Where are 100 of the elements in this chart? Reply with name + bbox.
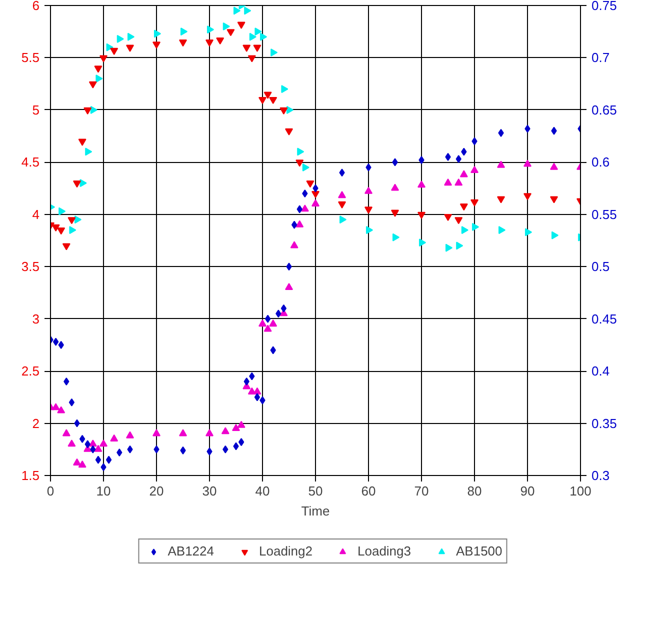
point	[88, 81, 97, 88]
point	[524, 228, 532, 236]
point	[152, 42, 160, 49]
point	[269, 320, 278, 327]
point	[418, 156, 424, 164]
point	[57, 406, 66, 414]
point	[68, 398, 75, 406]
point	[338, 201, 346, 208]
point	[94, 444, 102, 452]
point	[110, 434, 118, 442]
point	[472, 222, 480, 231]
x-tick-label: 90	[520, 484, 535, 498]
point	[445, 152, 451, 161]
point	[551, 231, 559, 240]
x-tick-label: 100	[570, 484, 592, 498]
point	[550, 196, 558, 204]
point	[58, 340, 64, 349]
point	[306, 180, 314, 188]
y2-tick-label: 0.75	[592, 0, 617, 13]
point	[179, 429, 187, 436]
point	[300, 204, 309, 212]
point	[84, 440, 90, 448]
point	[106, 43, 114, 52]
y-tick-label: 2.5	[21, 364, 40, 379]
point	[454, 217, 463, 224]
point	[456, 155, 462, 164]
point	[69, 226, 76, 234]
point	[296, 205, 302, 214]
point	[472, 137, 478, 146]
y2-tick-label: 0.45	[592, 311, 617, 326]
y-tick-label: 3	[32, 311, 40, 326]
point	[498, 128, 504, 137]
point	[444, 214, 452, 222]
point	[154, 445, 160, 454]
point	[460, 170, 468, 178]
point	[253, 44, 262, 52]
x-tick-label: 10	[96, 484, 111, 498]
point	[226, 29, 235, 36]
point	[90, 106, 98, 114]
point	[470, 199, 478, 206]
point	[206, 447, 212, 456]
point	[74, 216, 82, 224]
point	[524, 160, 532, 167]
point	[180, 28, 188, 36]
legend-label: Loading3	[358, 544, 411, 558]
point	[110, 48, 118, 55]
point	[100, 55, 108, 62]
point	[62, 243, 70, 250]
point	[233, 6, 241, 15]
point	[456, 242, 464, 250]
y2-tick-label: 0.55	[592, 206, 617, 222]
point	[285, 128, 293, 136]
point	[366, 163, 372, 172]
point	[524, 193, 532, 200]
point	[296, 160, 304, 167]
point	[498, 226, 506, 234]
point	[248, 55, 256, 62]
point	[461, 226, 468, 234]
point	[62, 429, 70, 436]
y2-tick-label: 0.35	[592, 416, 617, 431]
point	[78, 460, 86, 468]
point	[281, 85, 288, 94]
point	[312, 184, 318, 192]
point	[524, 124, 530, 133]
point	[461, 148, 467, 156]
point	[264, 92, 272, 99]
point	[280, 107, 288, 114]
point	[269, 96, 278, 104]
point	[74, 419, 80, 428]
point	[254, 393, 260, 402]
point	[52, 224, 60, 232]
point	[57, 228, 66, 235]
point	[206, 429, 214, 436]
y2-tick-label: 0.65	[592, 102, 617, 118]
point	[497, 160, 505, 168]
x-tick-label: 40	[255, 484, 270, 498]
point	[285, 282, 293, 290]
point	[222, 22, 230, 30]
point	[68, 217, 76, 224]
point	[179, 40, 187, 47]
point	[116, 34, 124, 43]
y-tick-label: 2	[32, 416, 40, 431]
point	[100, 463, 106, 472]
point	[258, 320, 266, 327]
point	[126, 431, 134, 438]
point	[95, 456, 102, 464]
point	[116, 448, 122, 457]
x-tick-label: 70	[414, 484, 429, 498]
legend-label: AB1224	[168, 544, 214, 558]
point	[78, 138, 86, 146]
point	[85, 148, 92, 156]
point	[270, 346, 276, 354]
point	[232, 424, 240, 432]
point	[79, 434, 86, 443]
point	[418, 238, 426, 247]
point	[286, 262, 292, 271]
y-tick-label: 5	[32, 102, 40, 118]
point	[96, 74, 103, 83]
point	[244, 6, 252, 15]
x-tick-label: 0	[46, 484, 54, 498]
